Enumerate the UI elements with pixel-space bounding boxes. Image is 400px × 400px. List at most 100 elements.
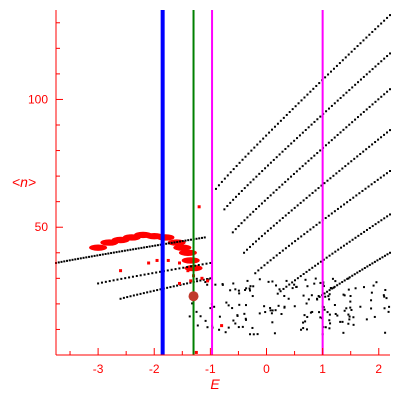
data-point (368, 105, 371, 108)
data-point (60, 260, 63, 263)
data-point (351, 86, 354, 89)
data-point (348, 123, 351, 126)
data-point (315, 84, 318, 87)
data-point (342, 128, 345, 131)
data-point (350, 160, 353, 163)
data-point (327, 73, 330, 76)
data-point (217, 184, 220, 187)
data-point (271, 128, 274, 131)
data-point (136, 293, 139, 296)
data-point (235, 164, 238, 167)
data-point (246, 279, 249, 282)
data-point (279, 119, 282, 122)
data-point (240, 222, 243, 225)
data-point (96, 254, 99, 257)
data-point (374, 223, 377, 226)
data-point (342, 293, 345, 296)
data-point (280, 313, 283, 316)
red-data-point (177, 281, 181, 285)
data-point (339, 320, 342, 323)
data-point (352, 196, 355, 199)
data-point (232, 282, 235, 285)
data-point (147, 272, 150, 275)
data-point (331, 287, 334, 290)
data-point (377, 138, 380, 141)
data-point (260, 266, 263, 269)
red-band-point (181, 257, 200, 264)
data-point (315, 223, 318, 226)
data-point (362, 75, 365, 78)
data-point (251, 295, 254, 298)
data-point (195, 310, 198, 313)
data-point (199, 315, 202, 318)
data-point (319, 260, 322, 263)
data-point (371, 262, 374, 265)
data-point (257, 269, 260, 272)
data-point (308, 194, 311, 197)
data-point (100, 281, 103, 284)
data-point (316, 118, 319, 121)
data-point (342, 331, 345, 334)
data-point (378, 257, 381, 260)
data-point (285, 285, 288, 288)
data-point (229, 201, 232, 204)
data-point (152, 289, 155, 292)
data-point (282, 116, 285, 119)
data-point (284, 247, 287, 250)
data-point (129, 248, 132, 251)
data-point (137, 247, 140, 250)
data-point (256, 333, 259, 336)
data-point (351, 121, 354, 124)
data-point (269, 227, 272, 230)
data-point (349, 198, 352, 201)
data-point (182, 266, 185, 269)
data-point (121, 250, 124, 253)
data-point (385, 297, 388, 300)
data-point (331, 252, 334, 255)
data-point (278, 153, 281, 156)
data-point (323, 292, 326, 295)
data-point (389, 170, 391, 172)
data-point (370, 299, 373, 302)
data-point (223, 208, 226, 211)
data-point (294, 105, 297, 108)
data-point (220, 180, 223, 183)
y-tick-label: 100 (28, 92, 48, 106)
data-point (383, 19, 386, 22)
data-point (353, 47, 356, 50)
data-point (126, 249, 129, 252)
data-point (349, 295, 352, 298)
data-point (314, 264, 317, 267)
data-point (243, 312, 246, 315)
data-point (333, 210, 336, 213)
data-point (324, 76, 327, 79)
data-point (193, 264, 196, 267)
data-point (387, 310, 390, 313)
data-point (273, 332, 276, 335)
data-point (343, 279, 346, 282)
data-point (281, 150, 284, 153)
data-point (226, 174, 229, 177)
data-point (258, 172, 261, 175)
data-point (126, 296, 129, 299)
data-point (234, 288, 237, 291)
data-point (344, 165, 347, 168)
data-point (339, 131, 342, 134)
data-point (93, 254, 96, 257)
data-point (347, 288, 350, 291)
data-point (370, 291, 373, 294)
data-point (384, 331, 387, 334)
data-point (301, 165, 304, 168)
x-tick-label: -3 (93, 362, 104, 376)
data-point (281, 249, 284, 252)
data-point (240, 189, 243, 192)
data-point (330, 104, 333, 107)
data-point (389, 88, 391, 91)
data-point (382, 294, 385, 297)
data-point (221, 283, 224, 286)
data-point (292, 172, 295, 175)
data-point (318, 311, 321, 314)
data-point (383, 254, 386, 257)
data-point (66, 259, 69, 262)
data-point (302, 327, 305, 330)
